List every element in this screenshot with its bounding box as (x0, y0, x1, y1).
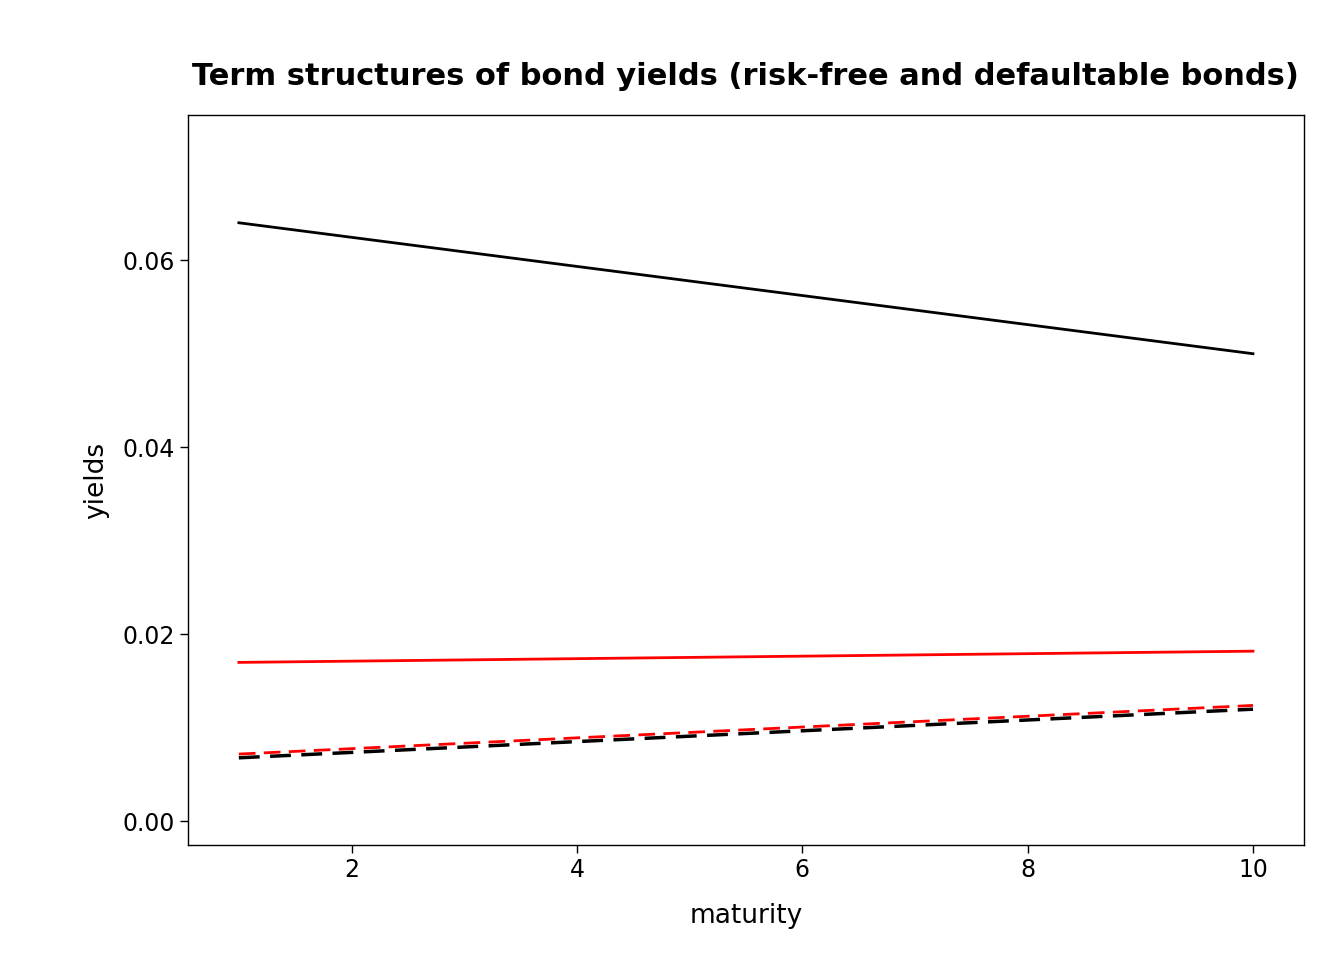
Title: Term structures of bond yields (risk-free and defaultable bonds): Term structures of bond yields (risk-fre… (192, 61, 1300, 90)
X-axis label: maturity: maturity (689, 902, 802, 929)
Y-axis label: yields: yields (83, 442, 109, 518)
